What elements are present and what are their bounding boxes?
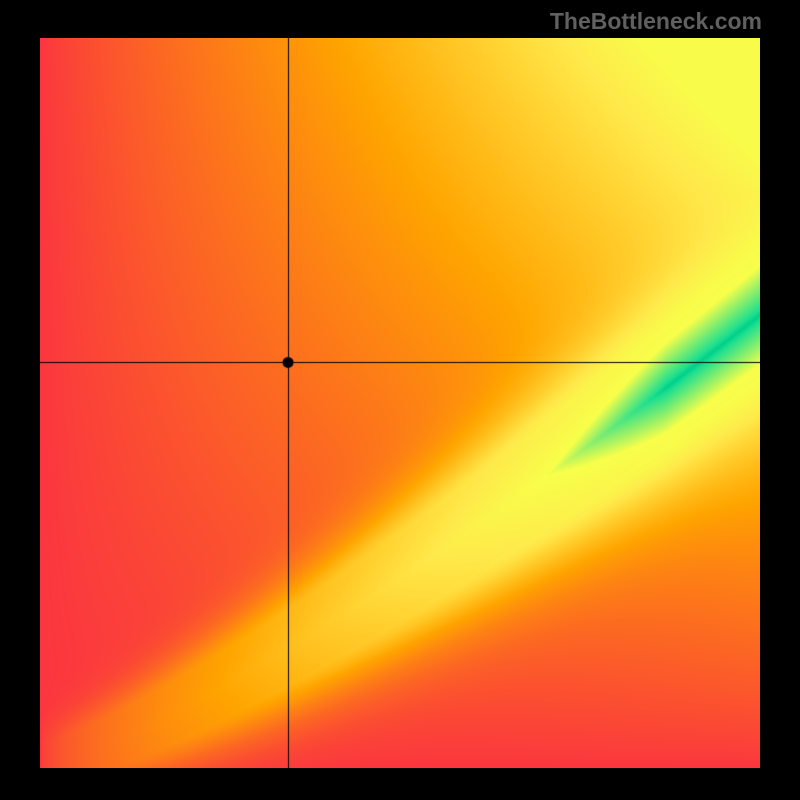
watermark-text: TheBottleneck.com [550,8,762,35]
bottleneck-heatmap [40,38,760,768]
chart-container: TheBottleneck.com [0,0,800,800]
